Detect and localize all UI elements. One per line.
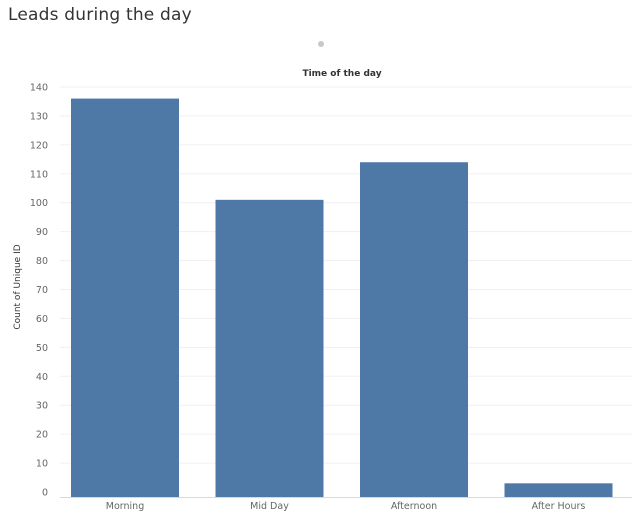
y-tick-label: 80 (36, 256, 48, 267)
y-tick-label: 50 (36, 343, 48, 354)
x-tick-label: Mid Day (250, 501, 289, 512)
x-tick-label: After Hours (532, 501, 586, 512)
x-axis-ticks: Morning Mid Day Afternoon After Hours (106, 501, 586, 512)
y-tick-label: 100 (30, 198, 48, 209)
drag-handle-icon[interactable] (318, 41, 324, 47)
x-tick-label: Afternoon (391, 501, 437, 512)
y-tick-label: 90 (36, 227, 48, 238)
y-tick-label: 40 (36, 372, 48, 383)
chart-title: Time of the day (302, 69, 381, 79)
bar-morning[interactable] (71, 98, 179, 498)
y-tick-label: 110 (30, 169, 48, 180)
y-axis-label: Count of Unique ID (13, 244, 23, 329)
y-tick-label: 0 (42, 488, 48, 499)
bar-after-hours[interactable] (504, 483, 613, 497)
y-tick-label: 70 (36, 285, 48, 296)
y-tick-label: 30 (36, 401, 48, 412)
x-tick-label: Morning (106, 501, 144, 512)
y-tick-label: 60 (36, 314, 48, 325)
y-tick-label: 120 (30, 140, 48, 151)
y-tick-label: 130 (30, 111, 48, 122)
y-tick-label: 20 (36, 430, 48, 441)
bars (71, 98, 613, 498)
page-title: Leads during the day (8, 5, 192, 25)
y-axis-ticks: 0 10 20 30 40 50 60 70 80 90 100 110 120 130 140 (30, 83, 48, 499)
bar-afternoon[interactable] (360, 162, 468, 497)
bar-mid-day[interactable] (215, 199, 324, 498)
y-tick-label: 10 (36, 459, 48, 470)
y-tick-label: 140 (30, 83, 48, 94)
